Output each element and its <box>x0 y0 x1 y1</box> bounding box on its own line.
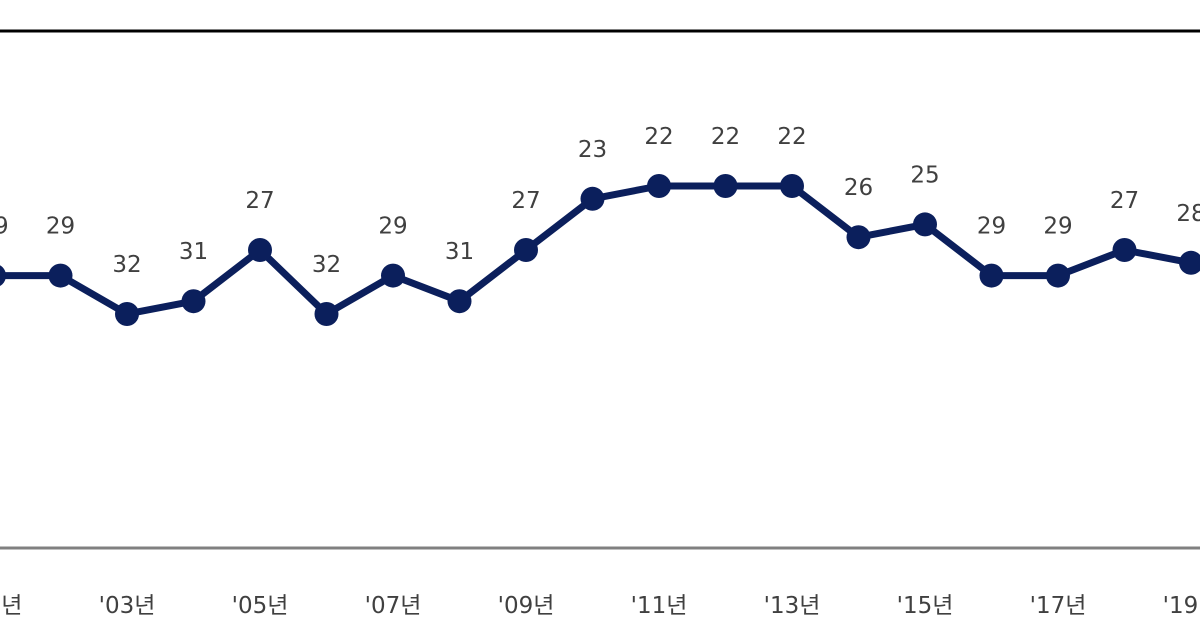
data-label: 22 <box>711 124 740 150</box>
data-point <box>580 186 605 211</box>
data-label: 29 <box>977 214 1006 240</box>
data-label: 31 <box>179 239 208 265</box>
data-point <box>1112 238 1137 262</box>
x-tick-label: '15년 <box>897 593 954 619</box>
data-point <box>1046 263 1070 288</box>
data-label: 29 <box>46 214 75 240</box>
data-label: 26 <box>844 175 873 201</box>
data-point <box>647 174 671 198</box>
data-point <box>846 225 871 250</box>
data-point <box>913 212 937 237</box>
x-tick-label: '13년 <box>764 593 821 619</box>
data-point <box>514 238 538 262</box>
data-label: 32 <box>312 252 341 278</box>
x-tick-layer: '01년 '03년 '05년 '07년 '09년 '11년 '13년 '15년 '17년 '19년 <box>0 593 1200 619</box>
data-label: 27 <box>245 188 274 214</box>
data-label: 29 <box>1043 214 1072 240</box>
data-label: 28 <box>1176 201 1200 227</box>
data-label: 23 <box>578 137 607 163</box>
data-point <box>314 302 339 326</box>
data-label: 29 <box>378 214 407 240</box>
data-point <box>381 263 405 288</box>
data-label: 22 <box>644 124 673 150</box>
x-tick-label: '11년 <box>631 593 688 619</box>
data-point <box>447 289 472 314</box>
x-tick-label: '01년 <box>0 593 22 619</box>
point-layer <box>0 174 1200 326</box>
x-tick-label: '09년 <box>498 593 555 619</box>
x-tick-label: '05년 <box>232 593 289 619</box>
data-label: 32 <box>112 252 141 278</box>
data-label: 29 <box>0 214 9 240</box>
data-point <box>248 238 272 262</box>
data-label: 27 <box>1110 188 1139 214</box>
data-point <box>780 174 804 198</box>
data-point <box>115 302 139 326</box>
x-tick-label: '03년 <box>99 593 156 619</box>
x-tick-label: '17년 <box>1030 593 1087 619</box>
data-label: 25 <box>910 162 939 188</box>
data-point <box>181 289 206 314</box>
data-label: 27 <box>511 188 540 214</box>
data-point <box>48 263 73 288</box>
data-point <box>0 265 6 286</box>
data-point <box>1179 250 1200 275</box>
data-point <box>713 174 738 198</box>
data-label: 31 <box>445 239 474 265</box>
data-label: 22 <box>777 124 806 150</box>
data-label-layer: 29 29 32 31 27 32 29 31 27 23 22 22 22 26 25 29 29 27 28 <box>0 124 1200 278</box>
x-tick-label: '19년 <box>1163 593 1200 619</box>
data-point <box>979 263 1004 288</box>
x-tick-label: '07년 <box>365 593 422 619</box>
